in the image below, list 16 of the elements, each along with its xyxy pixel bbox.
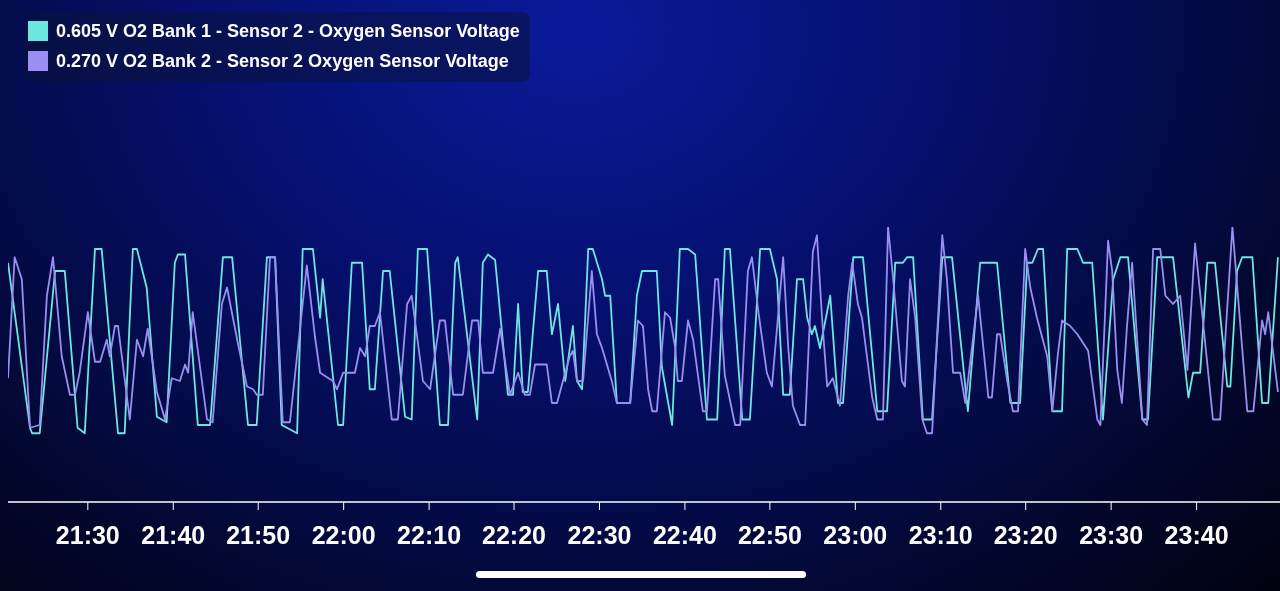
x-tick-label: 22:20 (482, 520, 547, 549)
x-tick-label: 23:30 (1079, 520, 1144, 549)
x-tick-label: 22:50 (737, 520, 802, 549)
legend-label: 0.270 V O2 Bank 2 - Sensor 2 Oxygen Sensor Voltage (56, 50, 509, 72)
x-tick-label: 23:10 (908, 520, 973, 549)
x-tick-label: 23:40 (1164, 520, 1229, 549)
x-tick-label: 22:30 (567, 520, 632, 549)
x-tick-label: 23:00 (823, 520, 888, 549)
legend-label: 0.605 V O2 Bank 1 - Sensor 2 - Oxygen Sensor Voltage (56, 20, 520, 42)
x-tick-label: 21:40 (141, 520, 206, 549)
x-tick-label: 21:50 (226, 520, 291, 549)
x-tick-label: 21:30 (55, 520, 120, 549)
x-tick-label: 23:20 (993, 520, 1058, 549)
x-tick-label: 22:00 (311, 520, 376, 549)
x-tick-label: 22:10 (397, 520, 462, 549)
x-tick-label: 22:40 (652, 520, 717, 549)
